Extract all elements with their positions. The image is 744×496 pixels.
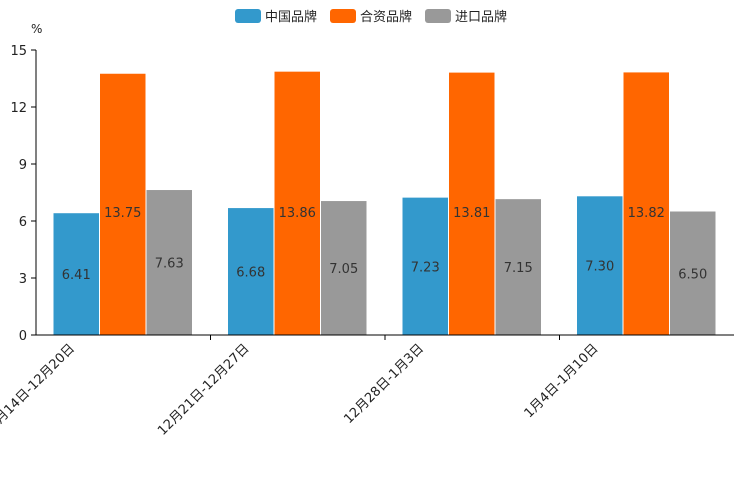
- x-axis: 12月14日-12月20日 12月21日-12月27日 12月28日-1月3日 1月4…: [0, 334, 734, 439]
- bar[interactable]: [228, 208, 274, 335]
- bar[interactable]: [321, 201, 367, 335]
- bar[interactable]: [100, 73, 146, 335]
- bar[interactable]: [577, 196, 623, 335]
- legend-item[interactable]: 进口品牌: [425, 9, 507, 25]
- bar[interactable]: [274, 71, 321, 335]
- y-tick-label: 9: [19, 158, 27, 173]
- bar[interactable]: [402, 197, 449, 335]
- x-tick-label: 12月14日-12月20日: [0, 341, 78, 438]
- bar[interactable]: [670, 211, 716, 336]
- data-label: 13.82: [628, 206, 665, 221]
- y-tick-label: 15: [10, 44, 27, 59]
- legend: 中国品牌 合资品牌 进口品牌: [235, 9, 507, 25]
- data-label: 7.23: [411, 260, 440, 275]
- y-tick-label: 3: [19, 272, 27, 287]
- x-tick-label: 12月28日-1月3日: [341, 341, 427, 427]
- bar[interactable]: [53, 213, 100, 335]
- data-label: 7.15: [504, 261, 533, 276]
- legend-label: 合资品牌: [360, 9, 412, 25]
- y-axis-unit-label: %: [31, 22, 42, 36]
- x-tick-label: 12月21日-12月27日: [155, 341, 252, 438]
- y-axis: 0 3 6 9 12 15: [10, 44, 37, 344]
- legend-label: 进口品牌: [455, 9, 507, 25]
- y-tick-label: 0: [19, 329, 27, 344]
- y-tick-label: 12: [10, 101, 27, 116]
- data-label: 6.68: [236, 266, 265, 281]
- data-label: 13.75: [104, 206, 141, 221]
- legend-item[interactable]: 中国品牌: [235, 9, 317, 25]
- y-tick-label: 6: [19, 215, 27, 230]
- legend-item[interactable]: 合资品牌: [330, 9, 412, 25]
- bar[interactable]: [449, 72, 495, 336]
- legend-label: 中国品牌: [265, 9, 317, 25]
- data-label: 13.81: [453, 206, 490, 221]
- x-tick-label: 1月4日-1月10日: [522, 341, 602, 421]
- bar[interactable]: [146, 190, 193, 335]
- data-labels: 6.41 13.75 7.63 6.68 13.86 7.05 7.23 13.81 7.15 7…: [62, 206, 707, 283]
- bar[interactable]: [623, 72, 670, 336]
- data-label: 7.05: [329, 262, 358, 277]
- data-label: 13.86: [279, 206, 316, 221]
- legend-swatch: [235, 9, 261, 23]
- legend-swatch: [330, 9, 356, 23]
- legend-swatch: [425, 9, 451, 23]
- bars: [53, 71, 716, 336]
- data-label: 6.41: [62, 268, 91, 283]
- bar[interactable]: [495, 199, 542, 335]
- data-label: 6.50: [678, 267, 707, 282]
- data-label: 7.30: [585, 260, 614, 275]
- data-label: 7.63: [155, 257, 184, 272]
